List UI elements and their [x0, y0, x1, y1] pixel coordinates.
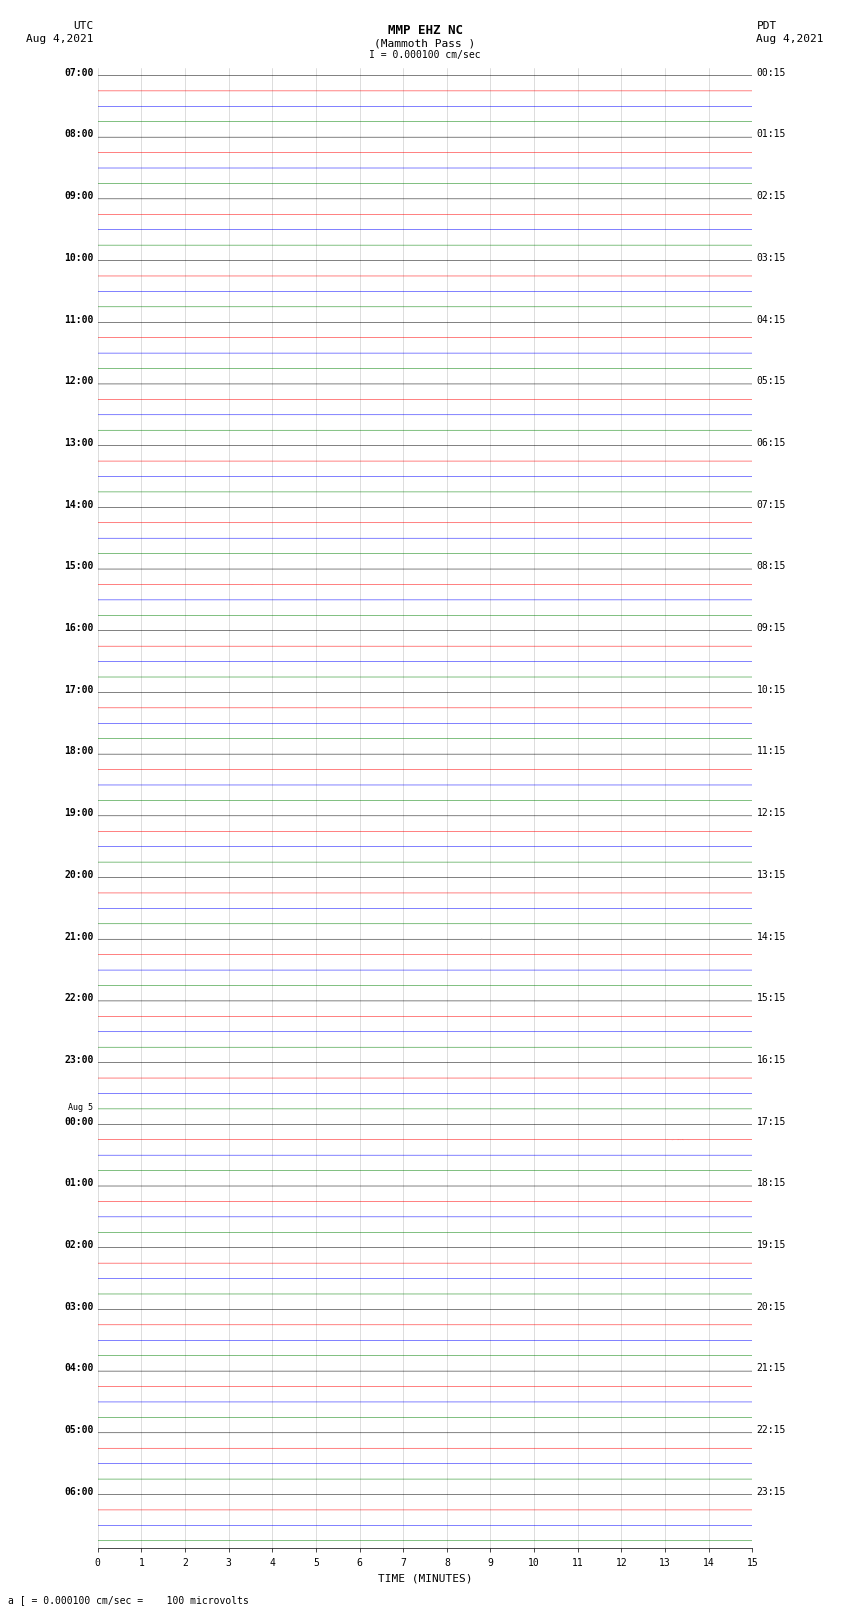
Text: 19:00: 19:00 — [64, 808, 94, 818]
Text: 05:00: 05:00 — [64, 1426, 94, 1436]
Text: a [ = 0.000100 cm/sec =    100 microvolts: a [ = 0.000100 cm/sec = 100 microvolts — [8, 1595, 249, 1605]
Text: 13:00: 13:00 — [64, 439, 94, 448]
Text: 07:15: 07:15 — [756, 500, 786, 510]
Text: 00:00: 00:00 — [64, 1116, 94, 1126]
Text: 16:00: 16:00 — [64, 623, 94, 632]
Text: 18:15: 18:15 — [756, 1177, 786, 1189]
Text: 07:00: 07:00 — [64, 68, 94, 77]
Text: 15:15: 15:15 — [756, 994, 786, 1003]
Text: MMP EHZ NC: MMP EHZ NC — [388, 24, 462, 37]
Text: 05:15: 05:15 — [756, 376, 786, 386]
Text: 00:15: 00:15 — [756, 68, 786, 77]
Text: 20:00: 20:00 — [64, 869, 94, 879]
Text: 11:00: 11:00 — [64, 315, 94, 324]
Text: 06:00: 06:00 — [64, 1487, 94, 1497]
Text: 06:15: 06:15 — [756, 439, 786, 448]
Text: 18:00: 18:00 — [64, 747, 94, 756]
Text: 08:15: 08:15 — [756, 561, 786, 571]
Text: 09:15: 09:15 — [756, 623, 786, 632]
Text: 17:15: 17:15 — [756, 1116, 786, 1126]
Text: 22:00: 22:00 — [64, 994, 94, 1003]
Text: 14:15: 14:15 — [756, 931, 786, 942]
Text: 01:00: 01:00 — [64, 1177, 94, 1189]
Text: 03:15: 03:15 — [756, 253, 786, 263]
Text: 01:15: 01:15 — [756, 129, 786, 139]
Text: 22:15: 22:15 — [756, 1426, 786, 1436]
Text: 11:15: 11:15 — [756, 747, 786, 756]
Text: 14:00: 14:00 — [64, 500, 94, 510]
Text: 12:00: 12:00 — [64, 376, 94, 386]
Text: 12:15: 12:15 — [756, 808, 786, 818]
Text: (Mammoth Pass ): (Mammoth Pass ) — [374, 39, 476, 48]
Text: 03:00: 03:00 — [64, 1302, 94, 1311]
Text: 04:00: 04:00 — [64, 1363, 94, 1373]
Text: 21:00: 21:00 — [64, 931, 94, 942]
Text: Aug 4,2021: Aug 4,2021 — [26, 34, 94, 44]
Text: 20:15: 20:15 — [756, 1302, 786, 1311]
Text: 23:15: 23:15 — [756, 1487, 786, 1497]
Text: 10:00: 10:00 — [64, 253, 94, 263]
Text: 02:00: 02:00 — [64, 1240, 94, 1250]
Text: 23:00: 23:00 — [64, 1055, 94, 1065]
Text: Aug 5: Aug 5 — [69, 1103, 94, 1111]
Text: 04:15: 04:15 — [756, 315, 786, 324]
Text: 08:00: 08:00 — [64, 129, 94, 139]
Text: 09:00: 09:00 — [64, 192, 94, 202]
Text: 02:15: 02:15 — [756, 192, 786, 202]
Text: I = 0.000100 cm/sec: I = 0.000100 cm/sec — [369, 50, 481, 60]
Text: 13:15: 13:15 — [756, 869, 786, 879]
Text: PDT: PDT — [756, 21, 777, 31]
Text: 19:15: 19:15 — [756, 1240, 786, 1250]
Text: Aug 4,2021: Aug 4,2021 — [756, 34, 824, 44]
Text: 10:15: 10:15 — [756, 684, 786, 695]
Text: 17:00: 17:00 — [64, 684, 94, 695]
Text: 16:15: 16:15 — [756, 1055, 786, 1065]
Text: 21:15: 21:15 — [756, 1363, 786, 1373]
X-axis label: TIME (MINUTES): TIME (MINUTES) — [377, 1573, 473, 1582]
Text: 15:00: 15:00 — [64, 561, 94, 571]
Text: UTC: UTC — [73, 21, 94, 31]
